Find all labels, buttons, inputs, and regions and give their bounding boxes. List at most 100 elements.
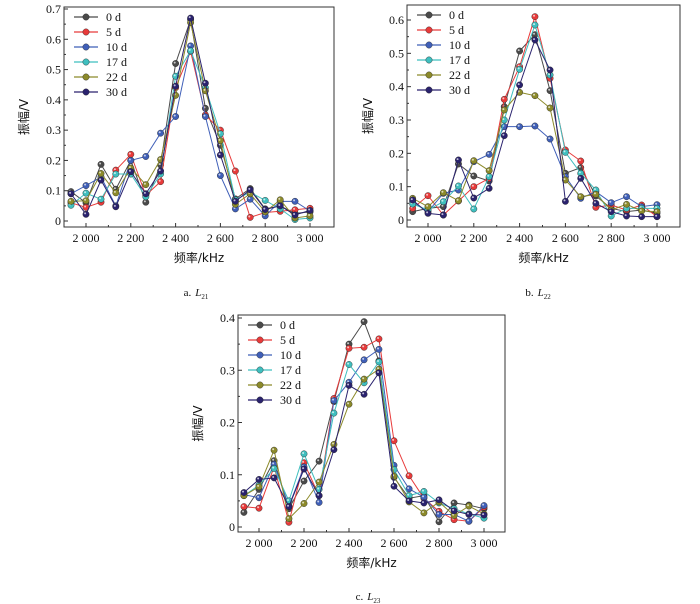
data-point bbox=[97, 170, 105, 177]
x-tick-label: 2 200 bbox=[117, 231, 144, 245]
data-point-highlight bbox=[84, 198, 87, 201]
data-point-highlight bbox=[593, 192, 596, 195]
data-point bbox=[360, 356, 368, 364]
data-point-highlight bbox=[113, 172, 116, 175]
legend-label: 0 d bbox=[106, 10, 121, 24]
data-point-highlight bbox=[158, 179, 161, 182]
data-point-highlight bbox=[548, 137, 551, 140]
data-point-highlight bbox=[242, 504, 245, 507]
legend-marker bbox=[425, 56, 433, 64]
data-point-highlight bbox=[517, 67, 520, 70]
x-tick-label: 2 000 bbox=[415, 231, 442, 245]
y-axis-title: 振幅/V bbox=[360, 97, 375, 134]
data-point-highlight bbox=[173, 114, 176, 117]
data-point-highlight bbox=[533, 32, 536, 35]
data-point bbox=[330, 409, 338, 417]
data-point-highlight bbox=[407, 493, 410, 496]
data-point-highlight bbox=[302, 451, 305, 454]
data-point-highlight bbox=[563, 199, 566, 202]
data-point-highlight bbox=[452, 508, 455, 511]
data-point bbox=[345, 361, 353, 368]
data-point-highlight bbox=[242, 510, 245, 513]
data-point-highlight bbox=[158, 163, 161, 166]
data-point-highlight bbox=[347, 342, 350, 345]
data-point bbox=[592, 190, 600, 198]
data-point-highlight bbox=[467, 519, 470, 522]
data-point bbox=[455, 156, 462, 164]
legend-marker bbox=[256, 351, 264, 359]
y-tick-label: 0.4 bbox=[389, 80, 404, 94]
x-tick-label: 2 800 bbox=[598, 231, 625, 245]
data-point-highlight bbox=[287, 498, 290, 501]
legend-label: 17 d bbox=[280, 363, 301, 377]
data-point-highlight bbox=[84, 183, 87, 186]
data-point-highlight bbox=[128, 152, 131, 155]
data-point bbox=[470, 172, 478, 180]
data-point bbox=[405, 472, 413, 480]
data-point bbox=[531, 122, 539, 130]
series-30d bbox=[409, 36, 661, 221]
chart-caption: c. L23 bbox=[356, 591, 381, 604]
chart-c: 0 0.1 0.2 0.3 0.4 2 000 2 200 2 400 2 600 2 800 3 … bbox=[190, 311, 506, 604]
x-tick-label: 3 000 bbox=[471, 536, 498, 550]
legend-label: 22 d bbox=[106, 70, 127, 84]
data-point-highlight bbox=[218, 173, 221, 176]
series-17d bbox=[67, 47, 314, 223]
data-point bbox=[405, 497, 413, 505]
data-point-highlight bbox=[452, 501, 455, 504]
data-point bbox=[270, 446, 278, 454]
data-point bbox=[216, 151, 224, 159]
caption-subscript: 21 bbox=[201, 293, 209, 301]
data-point bbox=[82, 182, 90, 189]
data-point-highlight bbox=[655, 206, 658, 209]
data-point-highlight bbox=[263, 207, 266, 210]
data-point-highlight bbox=[441, 199, 444, 202]
data-point bbox=[246, 213, 254, 221]
data-point-highlight bbox=[362, 319, 365, 322]
caption-prefix: c. bbox=[356, 591, 364, 603]
x-tick-label: 3 000 bbox=[297, 231, 324, 245]
data-point-highlight bbox=[437, 519, 440, 522]
legend-marker bbox=[256, 321, 264, 329]
data-point-highlight bbox=[548, 88, 551, 91]
data-point bbox=[360, 390, 368, 398]
data-point-highlight bbox=[487, 152, 490, 155]
data-point-highlight bbox=[639, 214, 642, 217]
data-point bbox=[516, 123, 523, 131]
data-point-highlight bbox=[143, 191, 146, 194]
legend: 0 d5 d10 d17 d22 d30 d bbox=[74, 10, 127, 99]
data-point-highlight bbox=[502, 118, 505, 121]
data-point-highlight bbox=[233, 199, 236, 202]
data-point bbox=[261, 206, 269, 213]
data-point bbox=[157, 167, 164, 175]
y-tick-label: 0.1 bbox=[46, 184, 61, 198]
data-point-highlight bbox=[317, 480, 320, 483]
data-point-highlight bbox=[422, 510, 425, 513]
data-point bbox=[500, 132, 508, 140]
data-point bbox=[240, 508, 248, 516]
data-point bbox=[470, 183, 478, 191]
data-point bbox=[255, 494, 263, 502]
data-point-highlight bbox=[517, 49, 520, 52]
data-point bbox=[240, 503, 248, 511]
data-point bbox=[470, 157, 478, 165]
data-point bbox=[187, 47, 195, 55]
data-point-highlight bbox=[578, 165, 581, 168]
data-point-highlight bbox=[426, 211, 429, 214]
legend-marker bbox=[425, 41, 433, 49]
y-tick-label: 0.5 bbox=[46, 63, 61, 77]
data-point bbox=[390, 482, 398, 490]
data-point bbox=[67, 190, 75, 198]
data-point-highlight bbox=[84, 212, 87, 215]
data-point bbox=[330, 397, 338, 404]
data-point-highlight bbox=[84, 205, 87, 208]
data-point bbox=[516, 81, 523, 89]
data-point-highlight bbox=[347, 402, 350, 405]
chart-a: 0 0.1 0.2 0.3 0.4 0.5 0.6 0.7 2 000 2 200 2 400 2 6… bbox=[16, 2, 335, 301]
data-point bbox=[240, 489, 248, 496]
series-17d bbox=[409, 21, 661, 220]
data-point-highlight bbox=[639, 209, 642, 212]
data-point-highlight bbox=[624, 202, 627, 205]
data-point bbox=[187, 14, 195, 22]
